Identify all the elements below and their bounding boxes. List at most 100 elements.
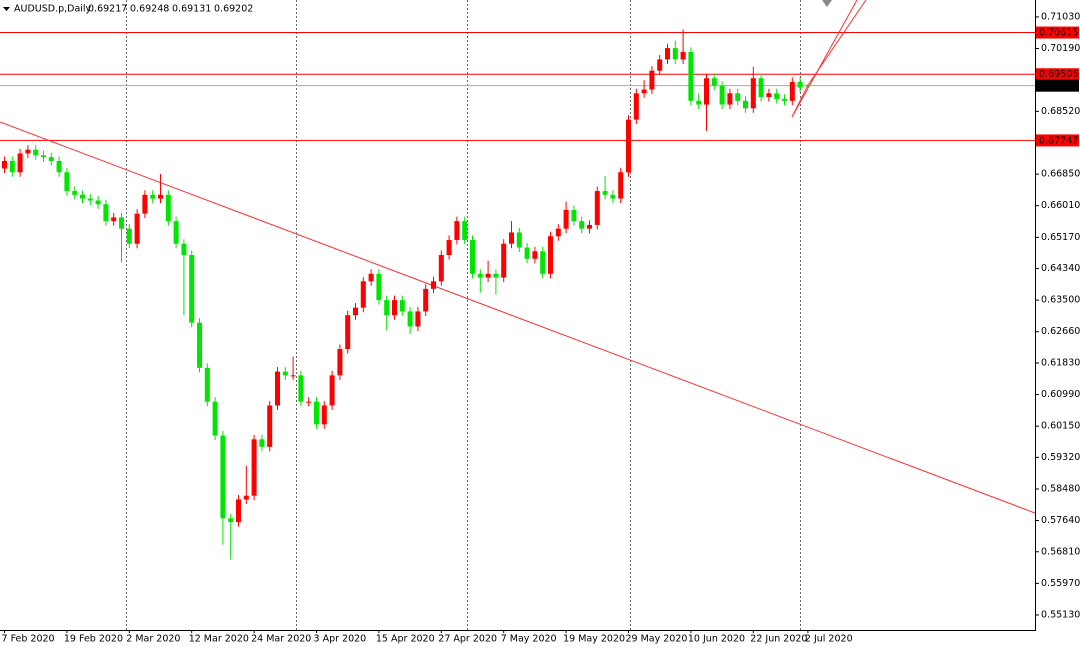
candle-body (501, 243, 507, 278)
candle-body (298, 375, 304, 402)
candle-body (532, 251, 538, 259)
scroll-marker (822, 0, 832, 7)
candle-body (48, 157, 54, 161)
candle-body (25, 149, 31, 154)
candle-body (17, 153, 23, 173)
x-tick-label: 27 Apr 2020 (438, 634, 497, 645)
candle-body (516, 232, 522, 248)
candle-body (431, 281, 436, 289)
candle-body (407, 311, 413, 327)
candle-body (688, 51, 694, 101)
y-tick-label: 0.66010 (1041, 200, 1080, 211)
x-tick-label: 7 May 2020 (501, 634, 557, 645)
candle-body (321, 405, 327, 425)
candle-body (384, 300, 390, 316)
y-tick-label: 0.58480 (1041, 483, 1080, 494)
candle-body (618, 172, 624, 199)
candle-body (789, 81, 795, 101)
y-tick-label: 0.60150 (1041, 421, 1080, 432)
y-tick-label: 0.64340 (1041, 263, 1080, 274)
y-tick-label: 0.61830 (1041, 357, 1080, 368)
candle-body (2, 160, 7, 169)
candle-body (774, 93, 780, 99)
y-tick-label: 0.62660 (1041, 326, 1080, 337)
candles (2, 29, 811, 560)
candle-body (579, 221, 585, 229)
candle-body (470, 239, 475, 274)
x-tick-label: 29 May 2020 (626, 634, 688, 645)
candle-body (119, 217, 124, 229)
candle-body (173, 221, 179, 244)
candle-body (509, 232, 514, 244)
price-tag-label: 0.69506 (1039, 69, 1078, 80)
candle-body (337, 349, 343, 376)
trend-lines (0, 0, 1036, 514)
y-tick-label: 0.66850 (1041, 169, 1080, 180)
candle-body (204, 367, 210, 402)
candle-body (805, 85, 811, 87)
candle-body (220, 435, 226, 519)
y-tick-label: 0.71030 (1041, 11, 1080, 22)
levels (0, 32, 1035, 141)
candle-body (267, 405, 273, 447)
x-tick-label: 10 Jun 2020 (688, 634, 745, 645)
last-close: 0.69202 (214, 4, 253, 15)
candle-body (719, 85, 725, 105)
x-tick-label: 7 Feb 2020 (2, 634, 55, 645)
candle-body (571, 209, 577, 222)
candle-body (594, 191, 600, 225)
x-tick-label: 22 Jun 2020 (750, 634, 807, 645)
candle-body (259, 439, 265, 447)
candle-body (626, 119, 631, 173)
candle-body (743, 100, 748, 109)
candle-body (555, 228, 561, 237)
candle-body (446, 239, 452, 256)
candle-body (392, 300, 397, 316)
last-low: 0.69131 (172, 4, 211, 15)
candle-body (181, 243, 187, 256)
candle-body (368, 273, 374, 282)
candle-body (189, 255, 195, 323)
channel-line (791, 0, 858, 118)
x-tick-label: 24 Mar 2020 (251, 634, 311, 645)
candle-body (524, 247, 530, 259)
candle-body (290, 375, 296, 377)
candle-body (72, 191, 78, 195)
y-tick-label: 0.55970 (1041, 578, 1080, 589)
candle-body (150, 194, 156, 199)
price-tag (1036, 79, 1079, 92)
candle-body (735, 93, 741, 101)
candle-body (665, 48, 670, 60)
candle-body (87, 198, 93, 201)
candle-body (485, 273, 491, 278)
candle-body (197, 322, 202, 368)
price-tag (1036, 26, 1079, 39)
candle-body (33, 149, 39, 156)
candle-body (423, 288, 429, 312)
candle-body (477, 273, 483, 278)
candle-body (493, 273, 499, 278)
candle-body (243, 495, 249, 500)
y-tick-label: 0.56810 (1041, 546, 1080, 557)
candle-body (236, 499, 241, 523)
candle-body (142, 194, 148, 214)
x-tick-label: 19 Feb 2020 (64, 634, 123, 645)
candle-body (563, 209, 569, 229)
x-tick-label: 15 Apr 2020 (376, 634, 435, 645)
price-tag (1036, 134, 1079, 147)
candle-body (353, 307, 358, 316)
candle-body (95, 200, 101, 205)
candle-body (345, 315, 351, 350)
candle-body (672, 48, 678, 60)
candle-body (415, 311, 421, 327)
candle-body (454, 221, 460, 240)
candle-body (462, 221, 468, 240)
candle-body (360, 281, 366, 308)
candle-body (158, 194, 163, 199)
axis-labels: 0.71030 0.70190 0.68520 0.66850 0.66010 0.651… (2, 11, 1080, 644)
candle-body (126, 228, 132, 244)
candle-body (657, 59, 663, 71)
menu-arrow[interactable] (3, 7, 10, 11)
